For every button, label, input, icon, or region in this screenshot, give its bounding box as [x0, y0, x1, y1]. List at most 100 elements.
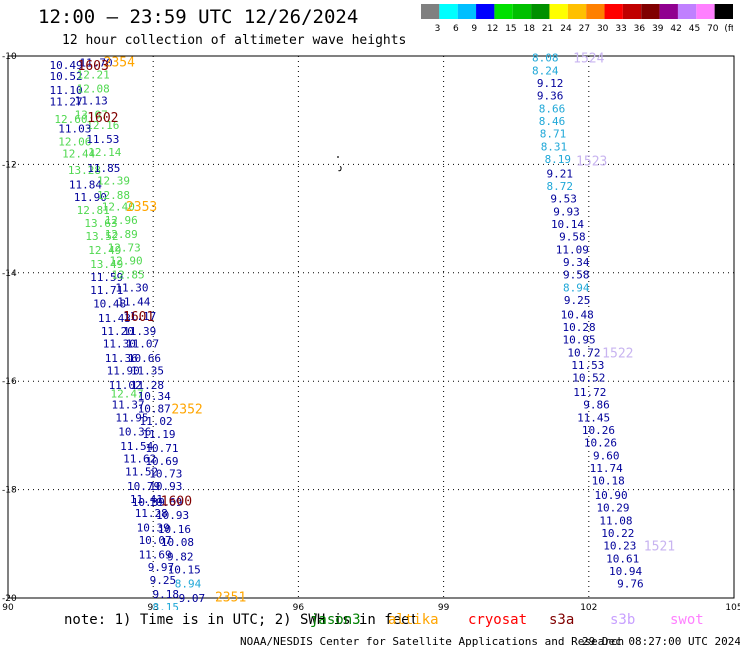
wave-height-point: 10.39	[137, 522, 170, 535]
colorbar-swatch	[457, 4, 477, 19]
wave-height-point: 10.14	[551, 218, 584, 231]
y-tick-labels: -10 -12 -14 -16 -18 -20	[2, 52, 17, 604]
wave-height-point: 10.16	[158, 523, 191, 536]
wave-height-point: 11.69	[139, 549, 172, 562]
wave-height-point: 11.45	[577, 412, 610, 425]
pass-time-label: 1523	[576, 155, 607, 170]
colorbar-label: 30	[597, 24, 609, 34]
colorbar-swatch	[512, 4, 532, 19]
wave-height-point: 10.79	[127, 480, 160, 493]
wave-height-point: 12.08	[77, 83, 110, 96]
colorbar-swatch	[439, 4, 458, 19]
wave-height-point: 10.93	[156, 509, 189, 522]
pass-time-label: 1601	[123, 310, 154, 325]
colorbar-label: 45	[689, 24, 700, 34]
wave-height-point: 9.34	[563, 256, 590, 269]
wave-height-point: 10.61	[606, 552, 639, 565]
y-tick-label: -14	[2, 269, 17, 279]
y-tick-label: -20	[2, 594, 17, 604]
plot-frame	[7, 55, 735, 599]
wave-height-point: 11.90	[107, 364, 140, 377]
pass-time-label: 1521	[644, 539, 675, 554]
wave-height-point: 11.44	[117, 296, 150, 309]
legend-swot: swot	[670, 612, 704, 628]
colorbar-label: 6	[453, 24, 459, 34]
wave-height-point: 9.36	[537, 90, 564, 103]
pass-time-label: 2354	[104, 55, 135, 70]
wave-height-point: 10.22	[601, 527, 634, 540]
wave-height-point: 11.19	[142, 428, 175, 441]
wave-height-point: 10.93	[149, 480, 182, 493]
wave-height-point: 10.72	[567, 346, 600, 359]
colorbar-swatch	[696, 4, 715, 19]
y-tick-label: -10	[2, 52, 17, 62]
wave-height-point: 8.31	[541, 141, 568, 154]
wave-height-point: 10.87	[138, 402, 171, 415]
wave-height-point: 9.12	[537, 77, 564, 90]
wave-height-point: 9.58	[563, 268, 590, 281]
wave-height-point: 10.23	[603, 539, 636, 552]
colorbar-label: 18	[524, 24, 536, 34]
wave-height-point: 9.76	[617, 577, 644, 590]
wave-height-point: 12.90	[110, 254, 143, 267]
wave-height-point: 9.18	[153, 588, 180, 601]
x-tick-label: 93	[147, 603, 158, 610]
satellite-legend: jason3 altika cryosat s3a s3b swot	[0, 612, 740, 630]
wave-height-point: 10.94	[609, 565, 642, 578]
wave-height-point: 9.07	[179, 592, 206, 605]
x-tick-label: 105	[725, 603, 740, 610]
y-tick-label: -12	[2, 160, 17, 170]
wave-height-point: 12.47	[111, 388, 144, 401]
colorbar-label: 33	[615, 24, 626, 34]
wave-height-point: 11.02	[109, 379, 142, 392]
production-time: 29 Dec 08:27:00 UTC 2024	[582, 635, 740, 648]
wave-height-point: 9.97	[148, 561, 175, 574]
wave-height-point: 10.48	[561, 309, 594, 322]
colorbar-label: 15	[505, 24, 516, 34]
wave-height-point: 9.25	[150, 574, 177, 587]
colorbar-swatch	[531, 4, 550, 19]
wave-height-point: 9.93	[553, 206, 580, 219]
wave-height-point: 11.53	[571, 359, 604, 372]
wave-height-point: 8.15	[153, 601, 180, 610]
colorbar-swatch	[549, 4, 568, 19]
colorbar-swatch	[586, 4, 605, 19]
pass-time-label: 2352	[171, 402, 202, 417]
wave-height-point: 10.49	[50, 59, 83, 72]
wave-height-point: 11.62	[123, 453, 156, 466]
wave-height-point: 11.13	[75, 94, 108, 107]
x-tick-label: 99	[438, 603, 450, 610]
wave-height-point: 12.85	[111, 268, 144, 281]
wave-height-point: 11.54	[120, 440, 153, 453]
wave-height-point: 11.30	[103, 337, 136, 350]
wave-height-point: 11.35	[131, 364, 164, 377]
wave-height-point: 12.96	[105, 214, 138, 227]
wave-height-point: 12.49	[88, 244, 121, 257]
wave-height-point: 12.88	[97, 189, 130, 202]
wave-height-point: 8.72	[547, 180, 574, 193]
wave-height-point: 12.40	[102, 201, 135, 214]
wave-height-point: 12.39	[97, 175, 130, 188]
wave-height-point: 11.10	[50, 84, 83, 97]
colorbar-swatch	[641, 4, 660, 19]
grid-lines	[8, 56, 734, 598]
wave-height-point: 11.43	[98, 312, 131, 325]
wave-height-point: 11.90	[74, 191, 107, 204]
wave-height-point: 11.30	[115, 281, 148, 294]
wave-height-point: 10.15	[168, 563, 201, 576]
wave-height-point: 11.27	[50, 96, 83, 109]
wave-height-point: 11.84	[69, 178, 102, 191]
wave-height-point: 11.53	[86, 133, 119, 146]
wave-height-point: 8.08	[532, 52, 559, 65]
wave-height-point: 10.18	[592, 474, 625, 487]
chart-plot: 90 93 96 99 102 105 -10-12-14-16-18-20 10.491…	[2, 52, 740, 610]
wave-height-point: 10.66	[128, 352, 161, 365]
chart-subtitle: 12 hour collection of altimeter wave hei…	[62, 33, 407, 48]
wave-height-point: 10.26	[582, 424, 615, 437]
legend-jason3: jason3	[310, 612, 361, 628]
wave-height-point: 12.14	[88, 146, 121, 159]
pass-time-label: 1602	[87, 111, 118, 126]
colorbar-swatch	[476, 4, 495, 19]
wave-height-point: 12.06	[58, 136, 91, 149]
